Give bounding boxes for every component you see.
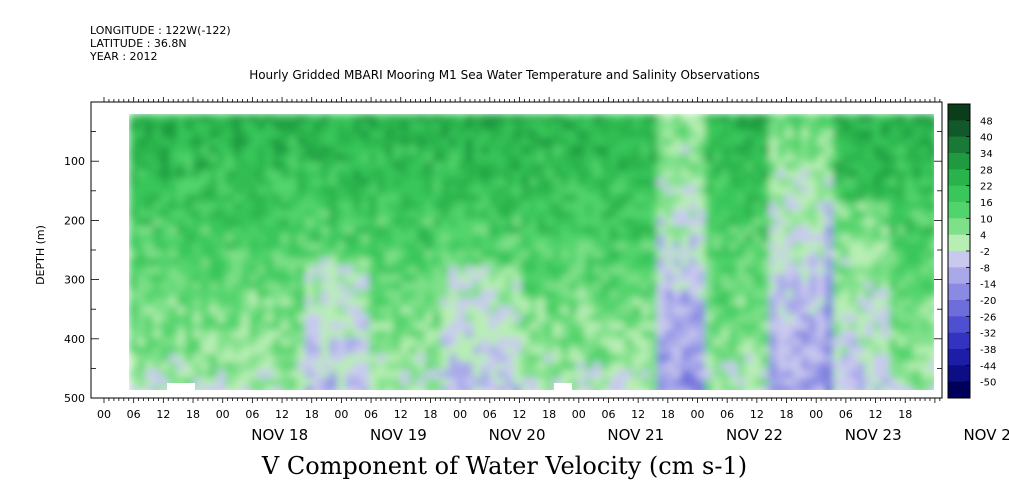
colorbar-swatch bbox=[948, 349, 970, 366]
colorbar-swatch bbox=[948, 381, 970, 399]
x-axis-title: V Component of Water Velocity (cm s-1) bbox=[261, 452, 748, 480]
axes: 00 06 12 18 00 06 12 18 00 06 12 18 00 06 12 18 00 06 12 18… bbox=[64, 97, 1009, 444]
colorbar-label: -50 bbox=[980, 378, 996, 389]
x-hour-tick-label: 06 bbox=[364, 408, 378, 421]
colorbar-label: 28 bbox=[980, 165, 993, 176]
colorbar-label: -44 bbox=[980, 361, 996, 372]
x-hour-tick-label: 12 bbox=[869, 408, 883, 421]
x-hour-tick-label: 12 bbox=[512, 408, 526, 421]
colorbar-label: 40 bbox=[980, 133, 993, 144]
metadata-block: LONGITUDE : 122W(-122) LATITUDE : 36.8N … bbox=[90, 24, 231, 63]
x-hour-tick-label: 18 bbox=[542, 408, 556, 421]
colorbar-label: -26 bbox=[980, 312, 996, 323]
colorbar-label: 48 bbox=[980, 116, 993, 127]
year-text: YEAR : 2012 bbox=[90, 50, 158, 63]
colorbar-label: 16 bbox=[980, 198, 993, 209]
colorbar-label: -32 bbox=[980, 329, 996, 340]
x-hour-tick-label: 00 bbox=[809, 408, 823, 421]
longitude-text: LONGITUDE : 122W(-122) bbox=[90, 24, 231, 37]
colorbar-label: 10 bbox=[980, 214, 993, 225]
x-hour-tick-label: 00 bbox=[691, 408, 705, 421]
colorbar-label: -2 bbox=[980, 247, 990, 258]
x-hour-tick-label: 06 bbox=[245, 408, 259, 421]
x-hour-tick-label: 00 bbox=[97, 408, 111, 421]
x-hour-tick-label: 00 bbox=[572, 408, 586, 421]
colorbar-label: 22 bbox=[980, 182, 993, 193]
x-hour-tick-label: 18 bbox=[661, 408, 675, 421]
colorbar-swatch bbox=[948, 283, 970, 301]
x-hour-tick-label: 06 bbox=[720, 408, 734, 421]
y-axis-label: DEPTH (m) bbox=[34, 225, 47, 285]
x-hour-tick-label: 06 bbox=[601, 408, 615, 421]
x-day-label: NOV 23 bbox=[845, 426, 902, 444]
x-day-label: NOV 21 bbox=[607, 426, 664, 444]
colorbar-swatch bbox=[948, 365, 970, 383]
x-hour-tick-label: 00 bbox=[334, 408, 348, 421]
colorbar-swatch bbox=[948, 218, 970, 236]
x-hour-tick-label: 00 bbox=[216, 408, 230, 421]
x-hour-tick-label: 18 bbox=[780, 408, 794, 421]
x-hour-tick-label: 12 bbox=[394, 408, 408, 421]
x-hour-tick-label: 12 bbox=[275, 408, 289, 421]
x-hour-tick-label: 06 bbox=[483, 408, 497, 421]
colorbar-label: 34 bbox=[980, 149, 993, 160]
colorbar-label: -20 bbox=[980, 296, 996, 307]
colorbar-swatch bbox=[948, 251, 970, 268]
y-tick-label: 200 bbox=[64, 214, 85, 227]
x-day-label: NOV 20 bbox=[489, 426, 546, 444]
y-tick-label: 300 bbox=[64, 274, 85, 287]
colorbar-label: -38 bbox=[980, 345, 996, 356]
colorbar-label: -8 bbox=[980, 263, 990, 274]
colorbar-swatch bbox=[948, 234, 970, 252]
colorbar-swatch bbox=[948, 300, 970, 317]
x-hour-tick-label: 18 bbox=[305, 408, 319, 421]
colorbar-swatch bbox=[948, 332, 970, 350]
colorbar-swatch bbox=[948, 185, 970, 203]
colorbar-label: -14 bbox=[980, 280, 996, 291]
x-hour-tick-label: 00 bbox=[453, 408, 467, 421]
x-day-label: NOV 22 bbox=[726, 426, 783, 444]
colorbar-swatch bbox=[948, 169, 970, 187]
colorbar-label: 4 bbox=[980, 231, 986, 242]
heatmap-field bbox=[129, 114, 934, 390]
colorbar-swatch bbox=[948, 202, 970, 219]
y-tick-label: 500 bbox=[64, 392, 85, 405]
x-hour-tick-label: 12 bbox=[156, 408, 170, 421]
colorbar-swatch bbox=[948, 153, 970, 170]
colorbar: 48 40 34 28 22 16 10 4 -2 -8 -14 -20 -26 -32 -38 -44 -50 bbox=[947, 103, 996, 399]
x-day-label: NOV 19 bbox=[370, 426, 427, 444]
x-hour-tick-label: 18 bbox=[898, 408, 912, 421]
x-day-label: NOV 18 bbox=[251, 426, 308, 444]
colorbar-swatch bbox=[948, 120, 970, 138]
colorbar-swatch bbox=[948, 267, 970, 285]
chart-title: Hourly Gridded MBARI Mooring M1 Sea Wate… bbox=[249, 68, 760, 82]
x-hour-tick-label: 06 bbox=[839, 408, 853, 421]
x-hour-tick-label: 18 bbox=[186, 408, 200, 421]
x-hour-tick-label: 12 bbox=[631, 408, 645, 421]
y-tick-label: 400 bbox=[64, 333, 85, 346]
x-day-label: NOV 24 bbox=[963, 426, 1009, 444]
colorbar-swatch bbox=[948, 136, 970, 154]
x-hour-tick-label: 06 bbox=[127, 408, 141, 421]
latitude-text: LATITUDE : 36.8N bbox=[90, 37, 187, 50]
x-hour-tick-label: 18 bbox=[423, 408, 437, 421]
x-hour-tick-label: 12 bbox=[750, 408, 764, 421]
colorbar-swatch bbox=[948, 316, 970, 334]
colorbar-swatch bbox=[948, 104, 970, 121]
y-tick-label: 100 bbox=[64, 155, 85, 168]
